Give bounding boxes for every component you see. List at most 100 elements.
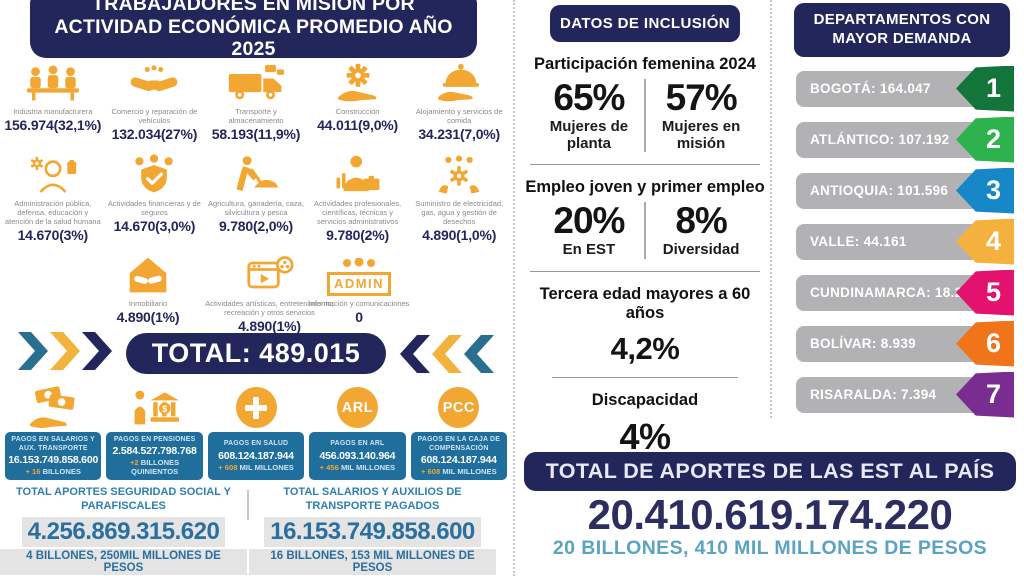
total-row: TOTAL: 489.015 [0,330,512,377]
activity-value: 44.011(9,0%) [317,117,399,133]
payment-value: 2.584.527.798.768 [112,445,197,458]
activity-card: Agricultura, ganadería, caza, silvicultu… [205,150,307,243]
payments-row: PAGOS EN SALARIOS Y AUX. TRANSPORTE 16.1… [5,384,508,480]
inclusion-section-title: Tercera edad mayores a 60 años [539,284,751,322]
stat-divider [644,202,646,259]
activity-label: Actividades financieras y de seguros [107,199,201,217]
department-row: ATLÁNTICO: 107.192 2 [788,116,1016,163]
summary-value: 4.256.869.315.620 [21,517,226,547]
activity-value: 0 [355,309,363,325]
summary-parafiscales: TOTAL APORTES SEGURIDAD SOCIAL Y PARAFIS… [0,486,247,576]
activity-row-3: Inmobiliario 4.890(1%) Actividades artís… [0,250,512,334]
stat-label: Mujeres de planta [549,118,629,152]
summary-value: 16.153.749.858.600 [264,517,481,547]
summary-divider [247,490,249,520]
health-cross-badge [235,384,277,431]
finance-shield-icon [130,150,178,196]
activity-value: 156.974(32,1%) [4,117,102,133]
activity-label: Información y comunicaciones [308,299,410,308]
payment-note: + 608 MIL MILLONES [218,462,294,472]
section-rule [530,270,760,272]
stat-label: Mujeres en misión [661,118,741,152]
department-row: BOLÍVAR: 8.939 6 [788,320,1016,367]
public-admin-icon [28,150,78,196]
summary-salarios: TOTAL SALARIOS Y AUXILIOS DE TRANSPORTE … [249,486,496,576]
activity-value: 9.780(2,0%) [218,218,294,234]
payment-label: PAGOS EN PENSIONES [113,435,196,443]
grand-total-banner: TOTAL DE APORTES DE LAS EST AL PAÍS [524,452,1016,491]
activity-label: Actividades artísticas, entretenimiento,… [205,299,334,317]
activity-card: Comercio y reparación de vehículos 132.0… [104,58,206,142]
stat-value: 57% [665,77,738,118]
payment-card-salarios: PAGOS EN SALARIOS Y AUX. TRANSPORTE 16.1… [5,384,102,480]
payment-value: 456.093.140.964 [319,449,396,462]
stat-label: Diversidad [662,241,740,258]
pension-bank-icon: $ [131,384,179,431]
activity-value: 14.670(3%) [17,227,89,243]
total-badge: TOTAL: 489.015 [125,333,387,374]
activity-value: 132.034(27%) [111,126,198,142]
payment-card-pensiones: $ PAGOS EN PENSIONES 2.584.527.798.768 +… [106,384,203,480]
activity-row-2: Administración pública, defensa, educaci… [2,150,510,243]
stat-value: 8% [675,200,727,241]
activity-label: Suministro de electricidad, gas, agua y … [415,199,504,226]
departments-panel: DEPARTAMENTOS CON MAYOR DEMANDA BOGOTÁ: … [788,0,1016,428]
svg-text:$: $ [162,404,167,414]
activity-label: Alojamiento y servicios de comida [415,107,503,125]
activity-card: Alojamiento y servicios de comida 34.231… [408,58,510,142]
admin-sign-text: ADMIN [326,271,392,296]
section-rule [530,164,760,165]
payment-box: PAGOS EN SALUD 608.124.187.944 + 608 MIL… [207,432,305,480]
department-row: ANTIOQUIA: 101.596 3 [788,167,1016,214]
inclusion-section-title: Discapacidad [591,390,699,409]
payment-card-arl: ARL PAGOS EN ARL 456.093.140.964 + 456 M… [309,384,406,480]
activity-card: Actividades profesionales, científicas, … [307,150,409,243]
activity-label: Inmobiliario [128,299,168,308]
activity-value: 4.890(1%) [238,318,301,334]
activity-card: Suministro de electricidad, gas, agua y … [408,150,510,243]
grand-total-value: 20.410.619.174.220 [587,491,953,538]
payment-box: PAGOS EN ARL 456.093.140.964 + 456 MIL M… [309,432,406,480]
commerce-handshake-icon [127,58,181,104]
inclusion-stats-pair: 65% Mujeres de planta 57% Mujeres en mis… [522,79,768,152]
activity-label: Construcción [335,107,380,116]
summary-label: TOTAL SALARIOS Y AUXILIOS DE TRANSPORTE … [283,486,462,512]
pcc-badge: PCC [438,384,480,431]
summary-label: TOTAL APORTES SEGURIDAD SOCIAL Y PARAFIS… [16,486,231,512]
section-rule [552,376,738,378]
activity-value: 34.231(7,0%) [418,126,500,142]
chevrons-right-icon [16,330,116,377]
activity-value: 58.193(11,9%) [211,126,301,142]
activity-label: Administración pública, defensa, educaci… [4,199,101,226]
department-row: CUNDINAMARCA: 18.259 5 [788,269,1016,316]
activity-card: Industria manufacturera 156.974(32,1%) [2,58,104,142]
department-row: VALLE: 44.161 4 [788,218,1016,265]
summary-totals: TOTAL APORTES SEGURIDAD SOCIAL Y PARAFIS… [0,486,512,576]
grand-total-subtitle: 20 BILLONES, 410 MIL MILLONES DE PESOS [552,537,988,560]
activity-value: 9.780(2%) [326,227,389,243]
payment-value: 608.124.187.944 [218,449,294,462]
activity-value: 4.890(1,0%) [422,227,497,243]
activity-card: Actividades financieras y de seguros 14.… [104,150,206,243]
activity-value: 4.890(1%) [116,309,180,325]
food-service-cloche-icon [436,58,482,104]
activity-card: Actividades artísticas, entretenimiento,… [195,250,344,334]
inclusion-section-title: Empleo joven y primer empleo [525,178,765,196]
activity-card: Transporte y almacenamiento 58.193(11,9%… [205,58,307,142]
transport-truck-icon [227,58,285,104]
departments-header: DEPARTAMENTOS CON MAYOR DEMANDA [794,3,1010,57]
activity-card: ADMIN Información y comunicaciones 0 [302,250,416,325]
payment-note: + 16 BILLONES [25,467,81,477]
vertical-dotted-divider-left [513,0,515,576]
stat-label: En EST [562,241,616,258]
inclusion-header: DATOS DE INCLUSIÓN [550,5,740,42]
payment-note: + 608 MIL MILLONES [421,467,497,477]
department-row: RISARALDA: 7.394 7 [788,371,1016,418]
departments-list: BOGOTÁ: 164.047 1 ATLÁNTICO: 107.192 2 A… [788,65,1016,418]
activity-label: Comercio y reparación de vehículos [111,107,198,125]
activity-row-1: Industria manufacturera 156.974(32,1%) C… [2,58,510,142]
payment-value: 608.124.187.944 [420,454,497,467]
inclusion-stat: 8% Diversidad [646,202,757,259]
arl-badge: ARL [336,384,378,431]
